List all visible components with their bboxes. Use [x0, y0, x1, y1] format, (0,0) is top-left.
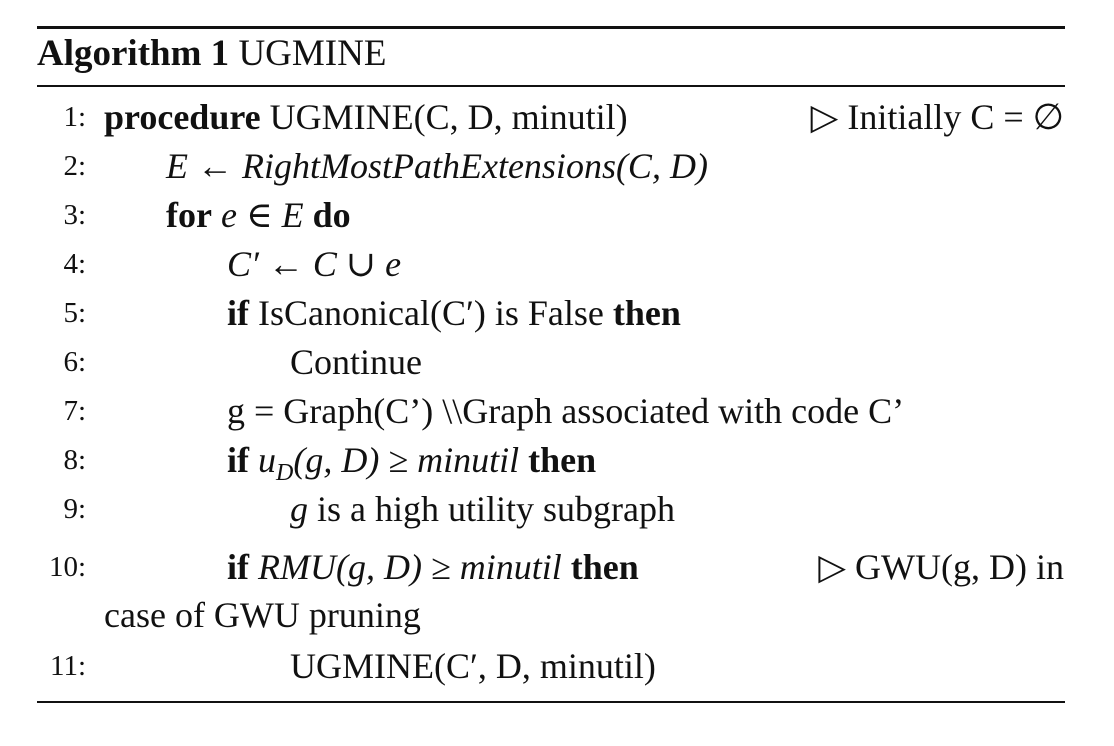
line-content: UGMINE(C′, D, minutil): [290, 646, 656, 686]
bottom-rule: [37, 701, 1065, 703]
algorithm-line-1: 1: procedure UGMINE(C, D, minutil) ▷ Ini…: [0, 93, 1114, 142]
statement-text: is a high utility subgraph: [317, 489, 675, 529]
line-number: 4:: [63, 248, 86, 280]
keyword-if: if: [227, 293, 249, 333]
line-number: 5:: [63, 297, 86, 329]
algorithm-line-10: 10: if RMU(g, D) ≥ minutil then ▷ GWU(g,…: [0, 543, 1114, 592]
condition-expression: (g, D) ≥ minutil: [293, 440, 520, 480]
algorithm-line-8: 8: if uD(g, D) ≥ minutil then: [0, 436, 1114, 486]
loop-expression: e ∈ E: [220, 195, 304, 235]
keyword-then: then: [570, 547, 639, 587]
line-number: 9:: [63, 493, 86, 525]
algorithm-line-9: 9: g is a high utility subgraph: [0, 485, 1114, 534]
line-number: 1:: [63, 101, 86, 133]
algorithm-line-3: 3: for e ∈ E do: [0, 191, 1114, 240]
keyword-do: do: [312, 195, 351, 235]
line-content: for e ∈ E do: [166, 191, 351, 240]
condition-expression: IsCanonical(C′) is False: [258, 293, 604, 333]
utility-function: u: [258, 440, 276, 480]
keyword-if: if: [227, 547, 249, 587]
top-rule: [37, 26, 1065, 29]
line-comment: ▷ GWU(g, D) in: [818, 547, 1064, 587]
caption-name: UGMINE: [238, 33, 387, 74]
line-content: if uD(g, D) ≥ minutil then: [227, 436, 596, 498]
line-number: 10:: [48, 551, 86, 583]
utility-subscript: D: [276, 460, 294, 487]
line-number: 8:: [63, 444, 86, 476]
line-content: Continue: [290, 342, 422, 382]
algorithm-line-10-continuation: case of GWU pruning: [0, 591, 1114, 640]
caption-rule: [37, 85, 1065, 87]
algorithm-line-7: 7: g = Graph(C’) \\Graph associated with…: [0, 387, 1114, 436]
line-content: g = Graph(C’) \\Graph associated with co…: [227, 391, 905, 431]
algorithm-line-11: 11: UGMINE(C′, D, minutil): [0, 642, 1114, 691]
keyword-for: for: [166, 195, 212, 235]
algorithm-line-4: 4: C′ ← C ∪ e: [0, 240, 1114, 289]
algorithm-line-2: 2: E ← RightMostPathExtensions(C, D): [0, 142, 1114, 191]
line-content: if IsCanonical(C′) is False then: [227, 289, 681, 338]
line-number: 11:: [50, 650, 86, 682]
algorithm-caption: Algorithm 1 UGMINE: [37, 30, 386, 78]
algorithm-line-5: 5: if IsCanonical(C′) is False then: [0, 289, 1114, 338]
line-content: if RMU(g, D) ≥ minutil then: [227, 543, 639, 592]
line-content: procedure UGMINE(C, D, minutil): [104, 93, 628, 142]
keyword-then: then: [528, 440, 597, 480]
procedure-signature: UGMINE(C, D, minutil): [269, 97, 628, 137]
line-number: 3:: [63, 199, 86, 231]
keyword-procedure: procedure: [104, 97, 261, 137]
keyword-then: then: [612, 293, 681, 333]
line-content: g is a high utility subgraph: [290, 485, 675, 534]
graph-variable: g: [290, 489, 308, 529]
algorithm-line-6: 6: Continue: [0, 338, 1114, 387]
line-number: 2:: [63, 150, 86, 182]
keyword-if: if: [227, 440, 249, 480]
line-content: E ← RightMostPathExtensions(C, D): [166, 146, 708, 186]
line-comment: ▷ Initially C = ∅: [810, 97, 1064, 137]
comment-continuation: case of GWU pruning: [104, 595, 421, 635]
line-content: C′ ← C ∪ e: [227, 244, 402, 284]
line-number: 7:: [63, 395, 86, 427]
line-number: 6:: [63, 346, 86, 378]
condition-expression: RMU(g, D) ≥ minutil: [258, 547, 562, 587]
caption-label: Algorithm 1: [37, 33, 230, 74]
